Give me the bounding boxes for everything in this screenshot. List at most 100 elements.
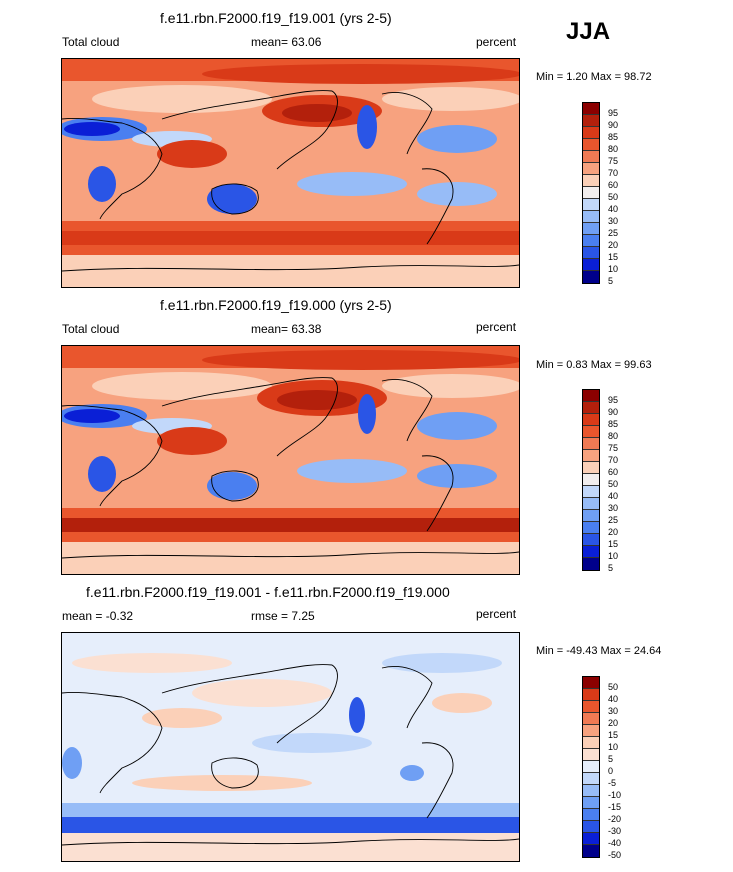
light-patch [92, 85, 272, 113]
n-pacific-core [277, 390, 357, 410]
colorbar-tick: 75 [608, 443, 619, 453]
colorbar-tick: 10 [608, 742, 619, 752]
positive-patch [432, 693, 492, 713]
colorbar-tick: 60 [608, 467, 619, 477]
antarctic-band [62, 833, 519, 861]
colorbar-cell [583, 510, 599, 522]
colorbar-tick: 40 [608, 204, 619, 214]
colorbar-cell [583, 761, 599, 773]
colorbar-cell [583, 725, 599, 737]
atlantic-low [417, 412, 497, 440]
colorbar-cell [583, 737, 599, 749]
colorbar-tick: 10 [608, 264, 619, 274]
ne-pacific-diff [349, 697, 365, 733]
n-pacific-core [282, 104, 352, 122]
negative-patch [400, 765, 424, 781]
colorbar-cell [583, 749, 599, 761]
colorbar-tick: 90 [608, 120, 619, 130]
africa-coast [62, 118, 163, 220]
africa-coast [62, 405, 163, 507]
asia-coast [161, 664, 338, 744]
colorbar-tick: 95 [608, 395, 619, 405]
panel-3-map-svg [62, 633, 519, 861]
colorbar-cell [583, 235, 599, 247]
colorbar-cell [583, 259, 599, 271]
colorbar-cell [583, 139, 599, 151]
colorbar-cell [583, 546, 599, 558]
colorbar-cell [583, 809, 599, 821]
colorbar-cell [583, 402, 599, 414]
s-america-coast [421, 455, 454, 532]
colorbar-cell [583, 271, 599, 283]
colorbar-cell [583, 773, 599, 785]
panel-2-mean-label: mean= 63.38 [251, 322, 322, 336]
colorbar-cell [583, 223, 599, 235]
asia-coast [161, 377, 338, 457]
asia-coast [161, 90, 338, 170]
colorbar-cell [583, 414, 599, 426]
colorbar-tick: 30 [608, 216, 619, 226]
ne-pacific-low [357, 105, 377, 149]
colorbar-tick: 40 [608, 491, 619, 501]
colorbar-tick: -10 [608, 790, 622, 800]
colorbar-cell [583, 713, 599, 725]
australia-coast [211, 757, 259, 789]
negative-patch [382, 653, 502, 673]
n-america-coast [381, 92, 433, 155]
colorbar-tick: 50 [608, 682, 619, 692]
sahara-core [64, 409, 120, 423]
colorbar-tick: 40 [608, 694, 619, 704]
africa-coast [62, 692, 163, 794]
positive-patch [72, 653, 232, 673]
light-patch [92, 372, 272, 400]
antarctica-coast [62, 551, 519, 559]
s-atlantic-low [417, 464, 497, 488]
positive-patch [142, 708, 222, 728]
colorbar-tick: 0 [608, 766, 614, 776]
australia-low [207, 472, 257, 500]
colorbar-tick: 75 [608, 156, 619, 166]
colorbar-cell [583, 438, 599, 450]
s-america-coast [421, 168, 454, 245]
n-america-coast [381, 666, 433, 729]
panel-3-mean-label: mean = -0.32 [62, 609, 134, 623]
colorbar-tick: 15 [608, 539, 619, 549]
arctic-core [202, 64, 519, 84]
s-atlantic-low [417, 182, 497, 206]
panel-2-map-svg [62, 346, 519, 574]
colorbar-tick: -50 [608, 850, 622, 860]
colorbar-tick: -5 [608, 778, 617, 788]
s-africa-low [88, 166, 116, 202]
colorbar-tick: 95 [608, 108, 619, 118]
colorbar-cell [583, 701, 599, 713]
colorbar-cell [583, 833, 599, 845]
s-pacific-low [297, 459, 407, 483]
colorbar-cell [583, 797, 599, 809]
colorbar-cell [583, 486, 599, 498]
colorbar-cell [583, 450, 599, 462]
panel-1-variable-label: Total cloud [62, 35, 120, 49]
antarctic-band [62, 542, 519, 574]
season-label: JJA [566, 18, 611, 45]
colorbar-tick: 80 [608, 144, 619, 154]
s-pacific-low [297, 172, 407, 196]
antarctica-coast [62, 838, 519, 846]
colorbar-tick: 85 [608, 419, 619, 429]
antarctic-negative-band [62, 817, 519, 833]
negative-patch [252, 733, 372, 753]
colorbar-tick: 5 [608, 754, 614, 764]
ne-pacific-low [358, 394, 376, 434]
colorbar-cell [583, 163, 599, 175]
colorbar-tick: 20 [608, 718, 619, 728]
panel-1-colorbar [582, 102, 600, 284]
coastlines [62, 377, 519, 559]
colorbar-cell [583, 187, 599, 199]
colorbar-tick: 30 [608, 503, 619, 513]
atlantic-low [417, 125, 497, 153]
panel-3-rmse-label: rmse = 7.25 [251, 609, 315, 623]
colorbar-tick: 30 [608, 706, 619, 716]
panel-3-units-label: percent [476, 607, 517, 621]
colorbar-cell [583, 522, 599, 534]
panel-3-title: f.e11.rbn.F2000.f19_f19.001 - f.e11.rbn.… [86, 584, 450, 600]
australia-coast [211, 470, 259, 502]
